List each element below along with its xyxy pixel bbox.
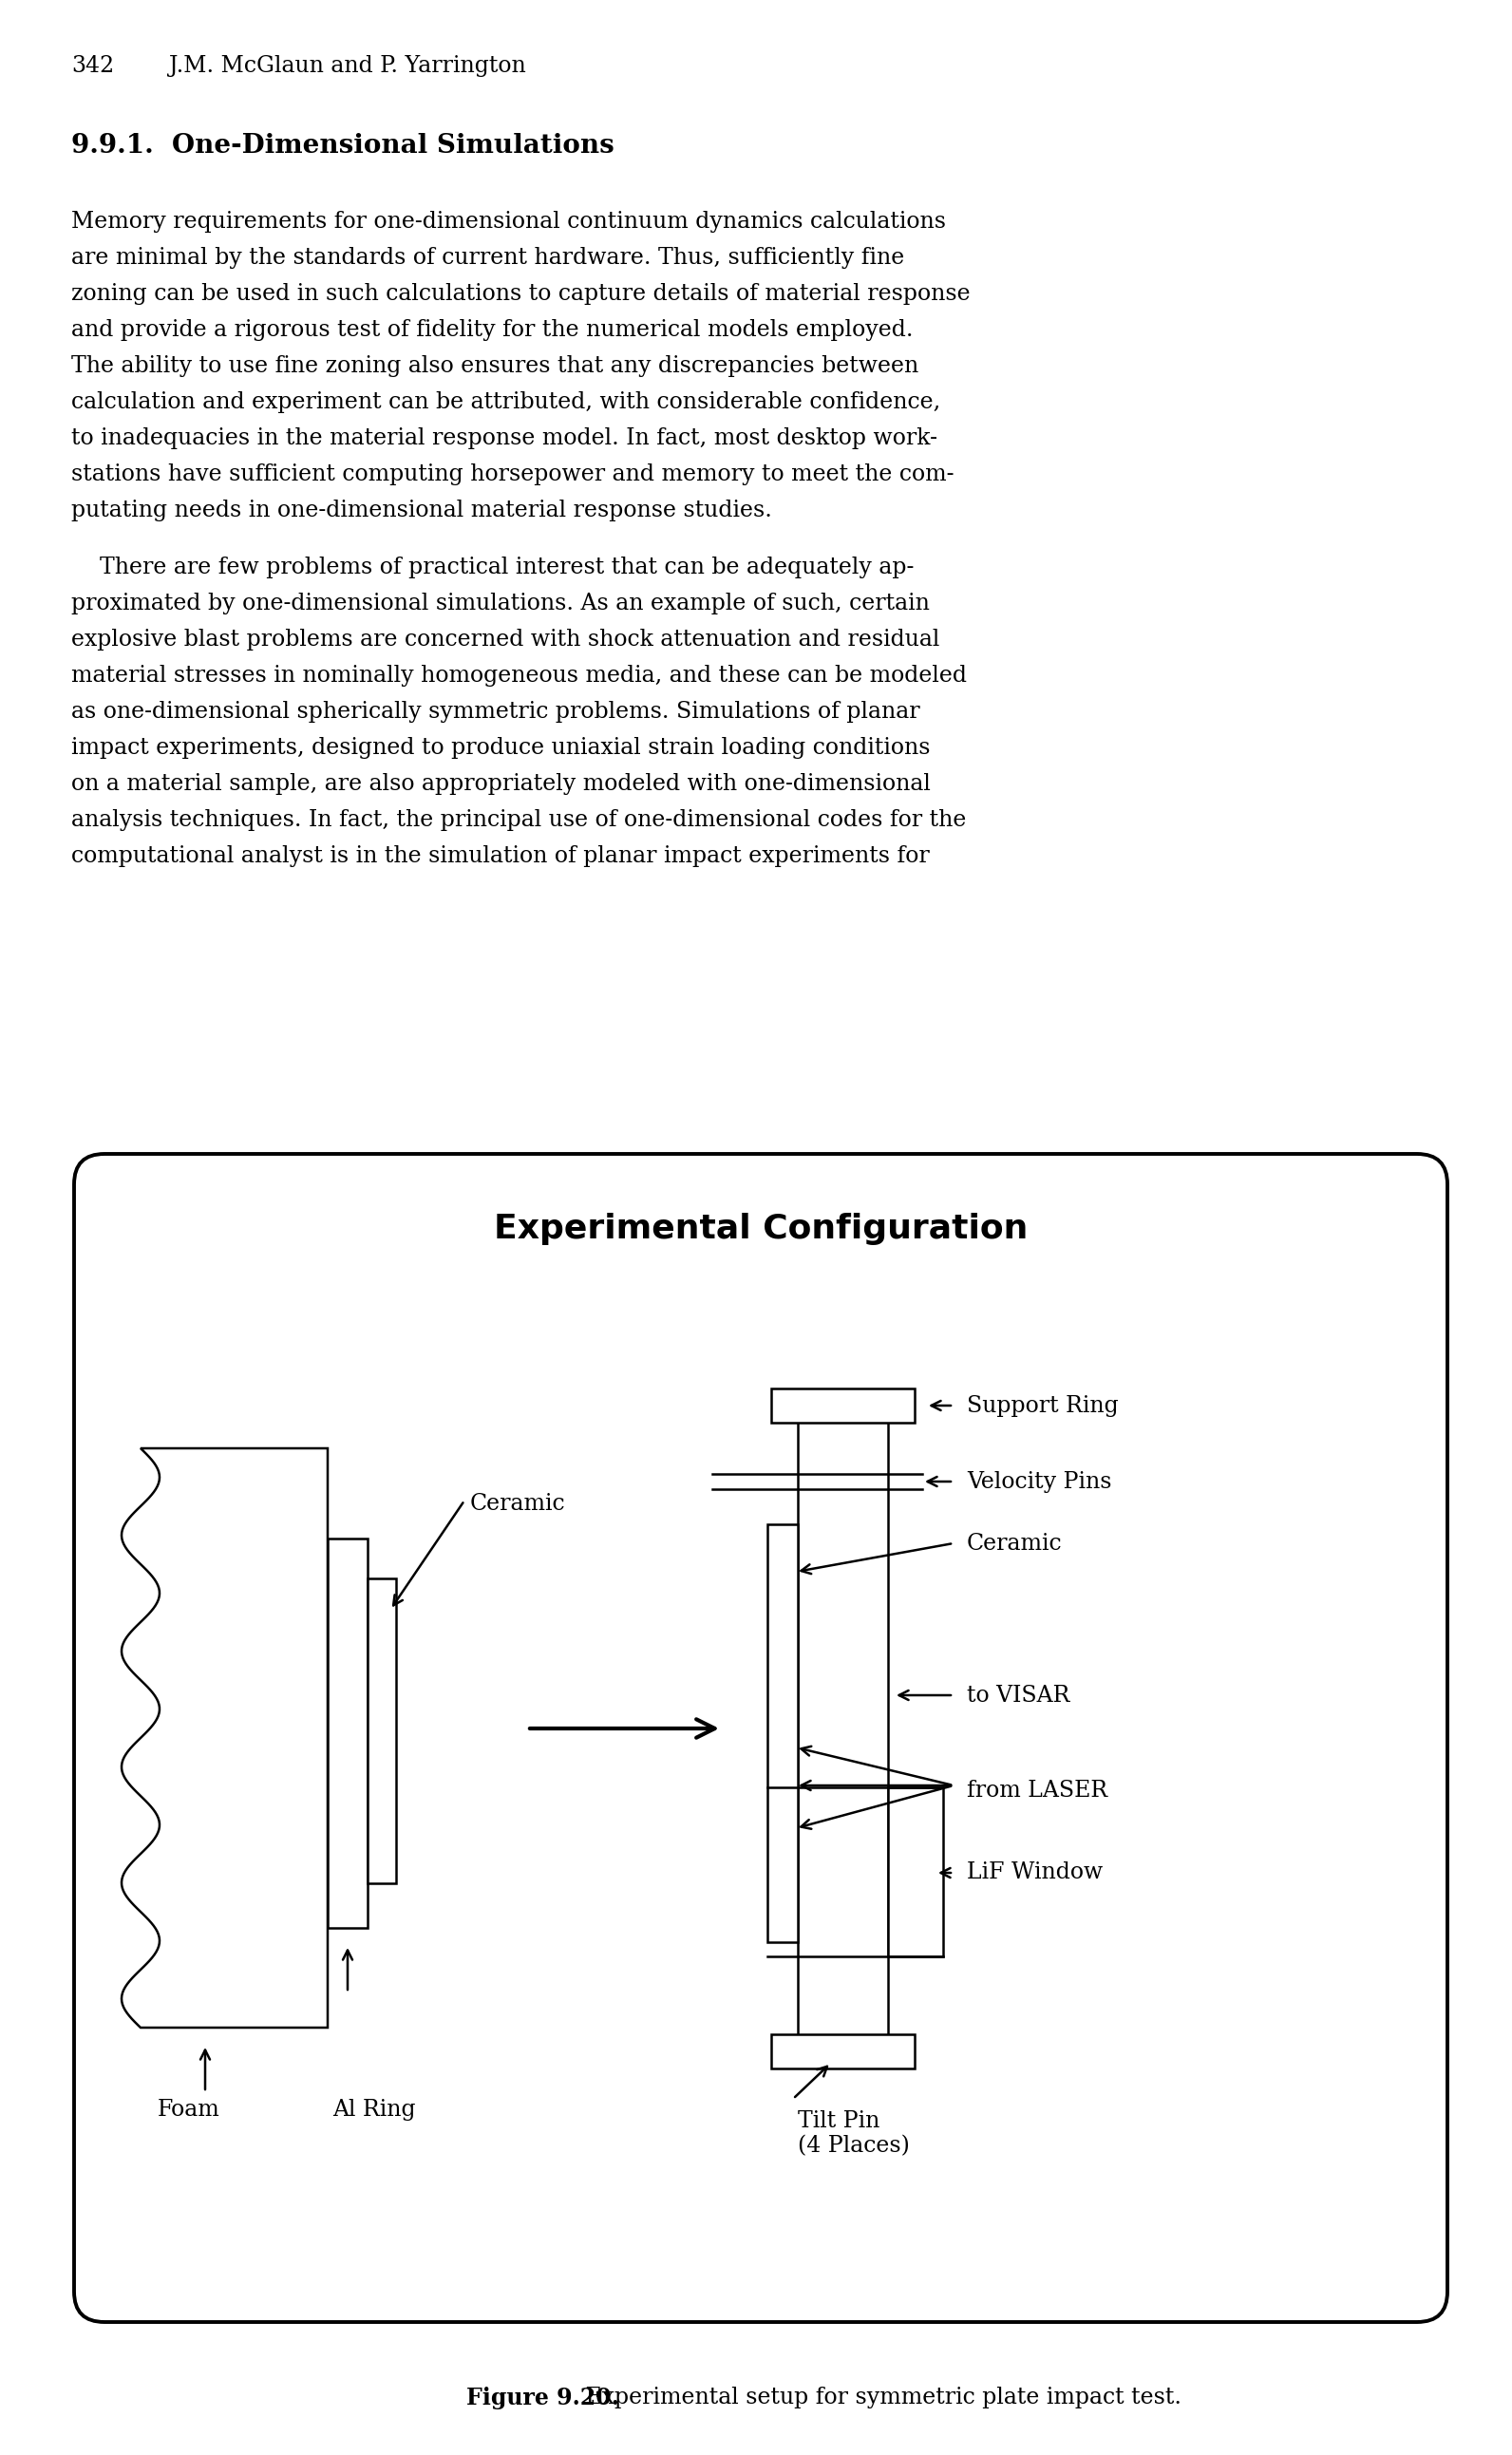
Text: Figure 9.20.: Figure 9.20. [466, 2386, 618, 2408]
Text: J.M. McGlaun and P. Yarrington: J.M. McGlaun and P. Yarrington [169, 54, 526, 76]
Text: Experimental setup for symmetric plate impact test.: Experimental setup for symmetric plate i… [579, 2386, 1181, 2408]
Text: Support Ring: Support Ring [966, 1394, 1119, 1417]
Text: and provide a rigorous test of fidelity for the numerical models employed.: and provide a rigorous test of fidelity … [71, 319, 913, 341]
Text: Foam: Foam [157, 2099, 221, 2121]
Text: Al Ring: Al Ring [333, 2099, 416, 2121]
Text: computational analyst is in the simulation of planar impact experiments for: computational analyst is in the simulati… [71, 845, 930, 867]
Text: as one-dimensional spherically symmetric problems. Simulations of planar: as one-dimensional spherically symmetric… [71, 700, 919, 722]
Text: proximated by one-dimensional simulations. As an example of such, certain: proximated by one-dimensional simulation… [71, 592, 930, 614]
FancyBboxPatch shape [74, 1154, 1447, 2322]
Text: LiF Window: LiF Window [966, 1861, 1102, 1883]
Text: from LASER: from LASER [966, 1780, 1107, 1802]
Bar [771, 1390, 915, 1421]
Polygon shape [121, 1448, 328, 2028]
Text: on a material sample, are also appropriately modeled with one-dimensional: on a material sample, are also appropria… [71, 773, 930, 795]
Text: to inadequacies in the material response model. In fact, most desktop work-: to inadequacies in the material response… [71, 427, 937, 449]
Text: The ability to use fine zoning also ensures that any discrepancies between: The ability to use fine zoning also ensu… [71, 356, 919, 378]
Text: zoning can be used in such calculations to capture details of material response: zoning can be used in such calculations … [71, 282, 971, 304]
Text: 342: 342 [71, 54, 115, 76]
Bar [771, 2035, 915, 2070]
Text: putating needs in one-dimensional material response studies.: putating needs in one-dimensional materi… [71, 498, 773, 520]
Text: material stresses in nominally homogeneous media, and these can be modeled: material stresses in nominally homogeneo… [71, 665, 966, 687]
Text: analysis techniques. In fact, the principal use of one-dimensional codes for the: analysis techniques. In fact, the princi… [71, 810, 966, 830]
Bar [768, 1525, 798, 1942]
Text: explosive blast problems are concerned with shock attenuation and residual: explosive blast problems are concerned w… [71, 628, 939, 651]
Text: Memory requirements for one-dimensional continuum dynamics calculations: Memory requirements for one-dimensional … [71, 211, 947, 233]
Text: Velocity Pins: Velocity Pins [966, 1471, 1111, 1493]
Bar [367, 1579, 396, 1883]
Text: stations have sufficient computing horsepower and memory to meet the com-: stations have sufficient computing horse… [71, 464, 954, 486]
Text: Ceramic: Ceramic [966, 1532, 1063, 1554]
Text: Experimental Configuration: Experimental Configuration [494, 1213, 1028, 1245]
Bar [328, 1539, 367, 1927]
Text: There are few problems of practical interest that can be adequately ap-: There are few problems of practical inte… [71, 557, 915, 579]
Text: 9.9.1.  One-Dimensional Simulations: 9.9.1. One-Dimensional Simulations [71, 133, 614, 160]
Text: are minimal by the standards of current hardware. Thus, sufficiently fine: are minimal by the standards of current … [71, 248, 904, 268]
Text: impact experiments, designed to produce uniaxial strain loading conditions: impact experiments, designed to produce … [71, 736, 930, 759]
Text: to VISAR: to VISAR [966, 1684, 1070, 1706]
Text: Ceramic: Ceramic [470, 1493, 565, 1515]
Bar [798, 1414, 888, 2060]
Text: calculation and experiment can be attributed, with considerable confidence,: calculation and experiment can be attrib… [71, 390, 940, 412]
Bar [888, 1787, 943, 1957]
Text: Tilt Pin
(4 Places): Tilt Pin (4 Places) [798, 2111, 910, 2158]
